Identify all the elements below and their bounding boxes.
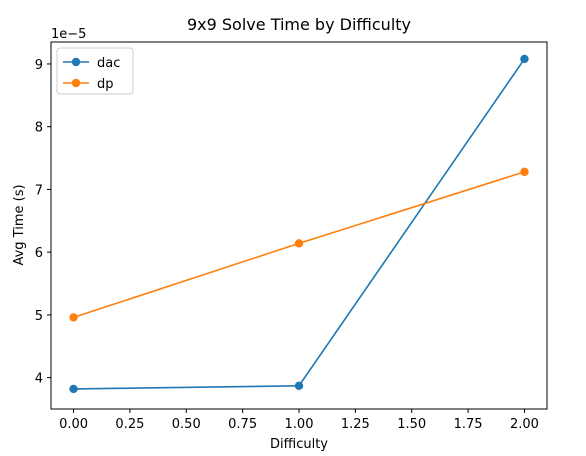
x-tick-label: 0.75 <box>228 417 257 432</box>
legend-marker-dac <box>71 57 81 67</box>
legend-label-dac: dac <box>97 56 120 71</box>
legend-box <box>56 47 134 95</box>
y-tick-label: 7 <box>35 183 43 198</box>
x-tick-label: 0.25 <box>115 417 144 432</box>
y-tick-label: 6 <box>35 246 43 261</box>
x-tick-label: 1.50 <box>397 417 426 432</box>
y-tick-label: 8 <box>35 121 43 136</box>
y-tick-label: 9 <box>35 58 43 73</box>
x-tick-label: 2.00 <box>510 417 539 432</box>
x-tick-label: 1.75 <box>454 417 483 432</box>
y-offset-label: 1e−5 <box>51 27 86 42</box>
data-point-dac <box>520 54 529 64</box>
chart-title: 9x9 Solve Time by Difficulty <box>187 15 411 34</box>
x-tick-label: 1.25 <box>341 417 370 432</box>
y-axis-label: Avg Time (s) <box>12 184 27 265</box>
x-tick-label: 0.00 <box>59 417 88 432</box>
x-tick-label: 0.50 <box>172 417 201 432</box>
data-point-dac <box>69 384 78 394</box>
data-point-dp <box>520 167 529 177</box>
data-point-dp <box>294 239 304 248</box>
x-axis-label: Difficulty <box>270 437 328 452</box>
data-point-dac <box>294 381 304 390</box>
plot-area: 0.00 0.25 0.50 0.75 1.00 1.25 1.50 1.75 2.00 4 5 6 7… <box>35 41 548 432</box>
y-tick-label: 4 <box>35 372 43 387</box>
y-tick-label: 5 <box>35 309 43 324</box>
legend-marker-dp <box>71 78 81 88</box>
legend-label-dp: dp <box>97 77 114 92</box>
x-tick-label: 1.00 <box>285 417 314 432</box>
data-point-dp <box>69 313 78 322</box>
